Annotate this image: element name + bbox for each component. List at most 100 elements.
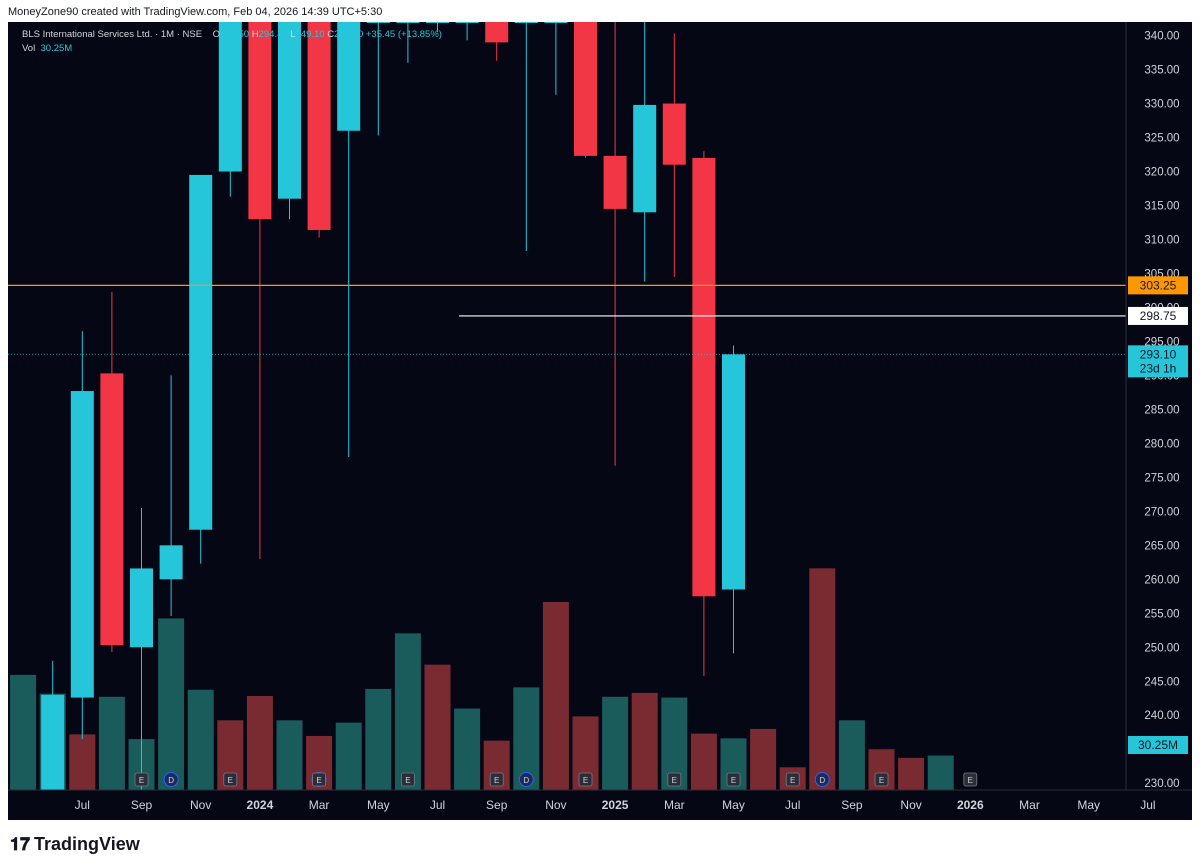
volume-bar — [98, 696, 125, 790]
price-tick-label: 230.00 — [1144, 778, 1179, 790]
price-axis — [1126, 22, 1192, 820]
earnings-marker — [785, 772, 800, 787]
candle-body — [514, 22, 538, 23]
earnings-marker — [223, 772, 238, 787]
time-tick-label: Jul — [75, 798, 90, 812]
volume-bar — [602, 696, 629, 790]
price-tick-label: 255.00 — [1144, 608, 1179, 620]
price-tick-label: 265.00 — [1144, 540, 1179, 552]
chart-area[interactable]: EDEDEEEDEEEEDEE230.00235.00240.00245.002… — [8, 22, 1192, 820]
candle-body — [662, 103, 686, 165]
time-tick-label: Nov — [190, 798, 211, 812]
legend-close-label: C — [327, 29, 335, 40]
time-tick-label: Sep — [131, 798, 153, 812]
price-tick-label: 270.00 — [1144, 506, 1179, 518]
price-tick-label: 320.00 — [1144, 167, 1179, 179]
earnings-marker — [400, 772, 415, 787]
volume-bar — [750, 728, 777, 790]
event-marker-label: D — [819, 776, 825, 785]
time-tick-label: Jul — [430, 798, 445, 812]
price-tick-label: 275.00 — [1144, 472, 1179, 484]
volume-bar — [335, 722, 362, 790]
candle-body — [337, 22, 361, 131]
footer-brand[interactable]: 𝟏𝟕 TradingView — [10, 834, 140, 855]
event-marker-label: E — [583, 776, 588, 785]
legend-volume-row: Vol 30.25M — [22, 43, 72, 54]
earnings-marker — [134, 772, 149, 787]
earnings-marker — [963, 772, 978, 787]
orange-price-label-bg — [1128, 276, 1188, 295]
candle-body — [485, 22, 509, 43]
volume-bar — [809, 568, 836, 790]
earnings-marker — [489, 772, 504, 787]
time-tick-label: 2025 — [602, 798, 629, 812]
candle-body — [189, 174, 213, 530]
time-tick-label: Mar — [1019, 798, 1040, 812]
dividend-marker — [518, 772, 534, 787]
legend-vol-value: 30.25M — [40, 43, 73, 54]
price-tick-label: 310.00 — [1144, 234, 1179, 246]
volume-bar — [10, 674, 37, 790]
legend-change: +35.45 (+13.85%) — [365, 29, 442, 40]
time-tick-label: May — [367, 798, 390, 812]
legend-open-label: O — [212, 29, 221, 40]
time-tick-label: Mar — [309, 798, 330, 812]
price-tick-label: 280.00 — [1144, 438, 1179, 450]
tradingview-brand: TradingView — [34, 834, 140, 854]
price-tick-label: 340.00 — [1144, 31, 1179, 43]
event-marker-label: E — [405, 776, 410, 785]
price-tick-label: 245.00 — [1144, 676, 1179, 688]
event-marker-label: E — [228, 776, 233, 785]
event-marker-label: E — [731, 776, 736, 785]
candle-body — [692, 157, 716, 597]
time-tick-label: Nov — [900, 798, 921, 812]
time-tick-label: Jul — [1140, 798, 1155, 812]
current-price-label: 293.10 — [1140, 347, 1177, 361]
legend-vol-label: Vol — [22, 43, 36, 54]
time-tick-label: Nov — [545, 798, 566, 812]
candle-body — [218, 22, 242, 172]
time-tick-label: Sep — [486, 798, 508, 812]
legend-symbol: BLS International Services Ltd. · 1M · N… — [22, 29, 203, 40]
price-tick-label: 285.00 — [1144, 404, 1179, 416]
event-marker-label: E — [968, 776, 973, 785]
white-price-label: 298.75 — [1140, 309, 1177, 323]
time-tick-label: Mar — [664, 798, 685, 812]
candle-body — [544, 22, 568, 23]
event-marker-label: E — [316, 776, 321, 785]
time-tick-label: Jul — [785, 798, 800, 812]
volume-bar — [454, 708, 481, 790]
event-marker-label: E — [790, 776, 795, 785]
price-tick-label: 315.00 — [1144, 201, 1179, 213]
volume-bar — [424, 664, 451, 790]
current-price-label: 23d 1h — [1140, 361, 1177, 375]
volume-bar — [631, 692, 658, 790]
candlestick-chart[interactable]: EDEDEEEDEEEEDEE230.00235.00240.00245.002… — [8, 22, 1192, 820]
event-marker-label: E — [494, 776, 499, 785]
volume-bar — [927, 755, 954, 790]
candle-body — [41, 694, 65, 790]
legend-close-value: 293.10 — [334, 29, 364, 40]
time-tick-label: 2024 — [247, 798, 274, 812]
volume-bar — [690, 733, 717, 790]
dividend-marker — [163, 772, 179, 787]
candle-body — [366, 22, 390, 23]
legend-high-value: 294.40 — [258, 29, 288, 40]
volume-bar — [158, 618, 185, 790]
volume-bar — [246, 696, 273, 790]
candle-body — [70, 391, 94, 698]
price-tick-label: 260.00 — [1144, 574, 1179, 586]
candle-body — [159, 545, 183, 580]
volume-bar — [69, 734, 96, 790]
volume-bar — [187, 689, 214, 790]
candle-body — [455, 22, 479, 23]
volume-bar — [276, 720, 303, 790]
legend-low-value: 249.10 — [295, 29, 325, 40]
candle-body — [130, 568, 153, 648]
candle-body — [278, 22, 301, 199]
candle-body — [248, 22, 272, 220]
candle-body — [100, 373, 124, 646]
time-tick-label: Sep — [841, 798, 863, 812]
candle-body — [633, 104, 657, 213]
volume-bar — [838, 720, 865, 790]
